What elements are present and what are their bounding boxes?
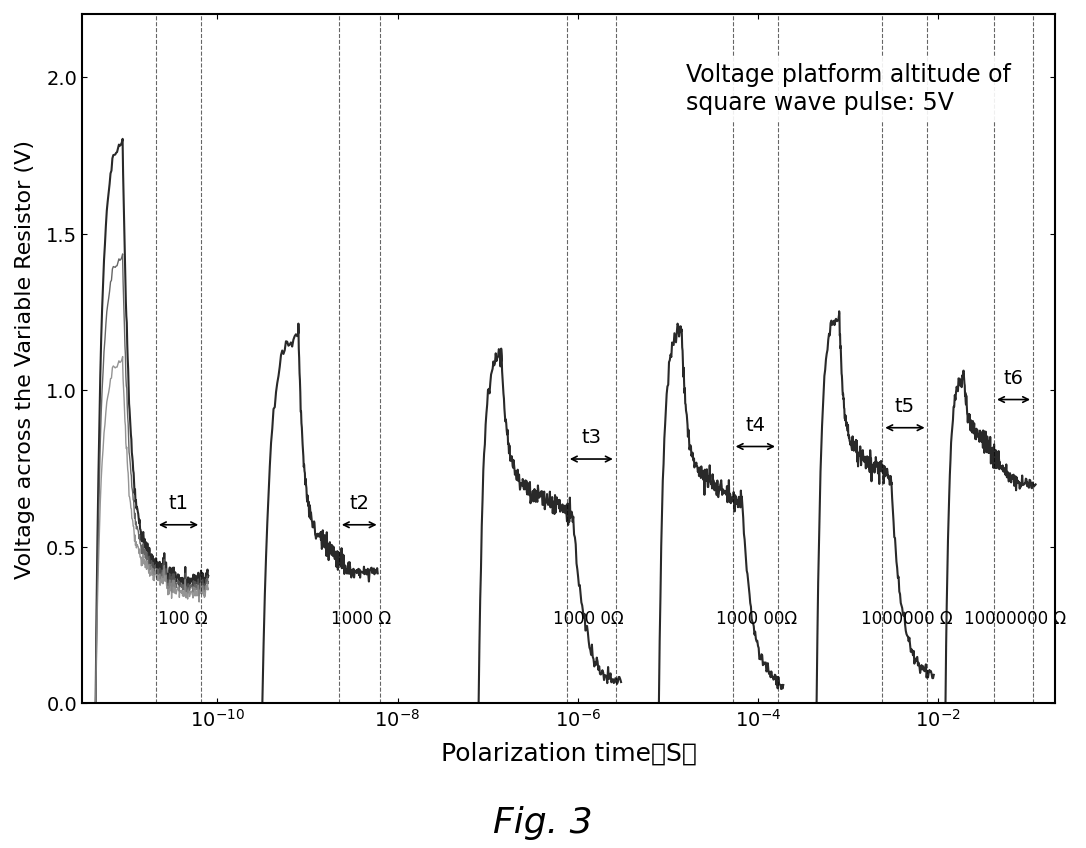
X-axis label: Polarization time（S）: Polarization time（S） [441, 741, 696, 765]
Text: 1000000 Ω: 1000000 Ω [860, 610, 952, 628]
Text: t1: t1 [168, 494, 189, 512]
Y-axis label: Voltage across the Variable Resistor (V): Voltage across the Variable Resistor (V) [15, 140, 35, 578]
Text: t2: t2 [349, 494, 369, 512]
Text: 1000 0Ω: 1000 0Ω [553, 610, 623, 628]
Text: 1000 Ω: 1000 Ω [331, 610, 391, 628]
Text: Voltage platform altitude of
square wave pulse: 5V: Voltage platform altitude of square wave… [685, 63, 1010, 115]
Text: t6: t6 [1003, 368, 1023, 388]
Text: 1000 00Ω: 1000 00Ω [716, 610, 796, 628]
Text: 100 Ω: 100 Ω [159, 610, 207, 628]
Text: t5: t5 [895, 397, 914, 416]
Text: t3: t3 [581, 427, 601, 447]
Text: Fig. 3: Fig. 3 [493, 806, 593, 840]
Text: 10000000 Ω: 10000000 Ω [963, 610, 1065, 628]
Text: t4: t4 [745, 416, 765, 434]
